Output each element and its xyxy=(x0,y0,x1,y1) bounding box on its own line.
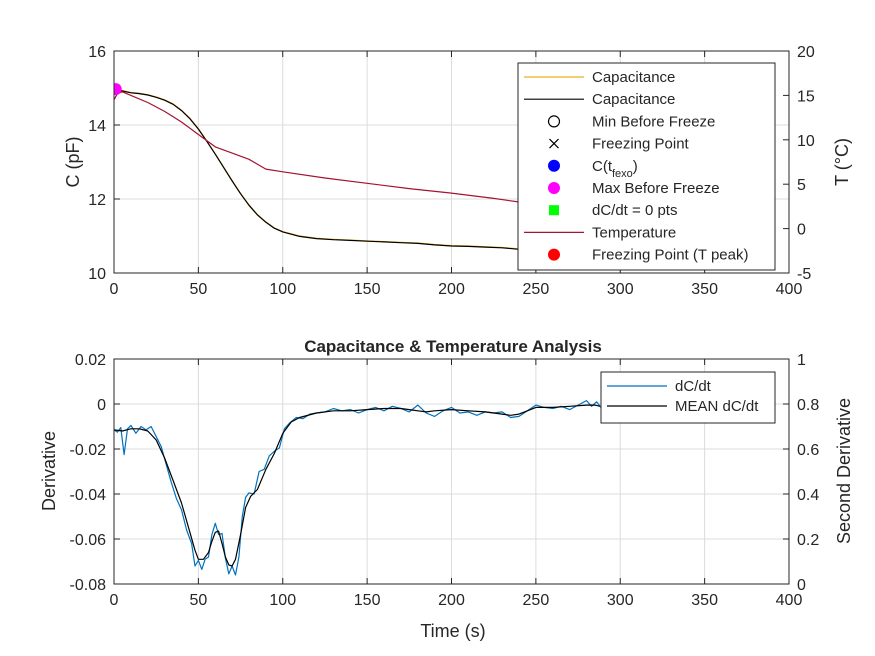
legend-square-icon xyxy=(549,205,559,216)
y-tick-label-right: 20 xyxy=(797,44,815,61)
legend-entry: dC/dt xyxy=(607,378,712,395)
x-tick-label: 400 xyxy=(776,281,803,298)
y-tick-label-left: -0.02 xyxy=(70,442,107,459)
top-y-axis-label-right: T (°C) xyxy=(832,138,852,186)
bottom-y-ticks-right: 0 0.2 0.4 0.6 0.8 1 xyxy=(783,352,819,594)
y-tick-label-right: 10 xyxy=(797,133,815,150)
legend-box xyxy=(517,62,776,271)
y-tick-label-right: 0.6 xyxy=(797,442,819,459)
legend-label: Max Before Freeze xyxy=(592,180,720,197)
y-tick-label-left: 16 xyxy=(88,44,106,61)
x-tick-label: 100 xyxy=(269,592,296,609)
x-tick-label: 350 xyxy=(691,592,718,609)
top-chart: 0 50 100 150 200 250 300 350 400 10 12 14 16 -5 0 5 10… xyxy=(63,44,852,298)
legend-entry: Min Before Freeze xyxy=(547,113,715,130)
y-tick-label-left: -0.08 xyxy=(70,577,107,594)
y-tick-label-right: 0.4 xyxy=(797,487,819,504)
legend-dot-icon xyxy=(548,182,560,194)
y-tick-label-left: 0 xyxy=(97,397,106,414)
x-tick-label: 100 xyxy=(269,281,296,298)
x-tick-label: 400 xyxy=(776,592,803,609)
legend-label: Temperature xyxy=(592,224,676,241)
legend-label: dC/dt xyxy=(675,378,712,395)
bottom-y-axis-label-left: Derivative xyxy=(39,431,59,511)
legend-label: Min Before Freeze xyxy=(592,113,715,130)
x-tick-label: 200 xyxy=(438,592,465,609)
top-y-axis-label-left: C (pF) xyxy=(63,137,83,188)
y-tick-label-right: 0.2 xyxy=(797,532,819,549)
x-tick-label: 200 xyxy=(438,281,465,298)
x-tick-label: 50 xyxy=(189,281,207,298)
x-tick-label: 250 xyxy=(523,281,550,298)
legend-entry: MEAN dC/dt xyxy=(607,398,759,415)
legend-entry: Freezing Point (T peak) xyxy=(548,247,748,264)
y-tick-label-left: 0.02 xyxy=(75,352,106,369)
x-tick-label: 150 xyxy=(354,281,381,298)
y-tick-label-right: 0 xyxy=(797,577,806,594)
y-tick-label-right: 1 xyxy=(797,352,806,369)
x-tick-label: 50 xyxy=(189,592,207,609)
legend-label: dC/dt = 0 pts xyxy=(592,202,677,219)
x-tick-label: 150 xyxy=(354,592,381,609)
series-line-capacitance xyxy=(114,89,595,254)
series-line-dc-dt xyxy=(114,400,603,576)
legend-dot-icon xyxy=(548,248,560,261)
bottom-y-ticks-left: -0.08 -0.06 -0.04 -0.02 0 0.02 xyxy=(70,352,120,594)
legend-dot-icon xyxy=(548,159,560,172)
top-y-ticks-right: -5 0 5 10 15 20 xyxy=(783,44,815,283)
x-tick-label: 350 xyxy=(691,281,718,298)
legend-entry: Capacitance xyxy=(524,69,675,86)
y-tick-label-left: 12 xyxy=(88,192,106,209)
legend-entry: dC/dt = 0 pts xyxy=(549,202,677,219)
bottom-x-ticks: 0 50 100 150 200 250 300 350 400 xyxy=(110,359,803,609)
legend-open-circle-icon xyxy=(547,115,561,128)
top-legend: Capacitance Capacitance Min Before Freeze F… xyxy=(517,62,776,271)
x-tick-label: 300 xyxy=(607,592,634,609)
top-x-ticks: 0 50 100 150 200 250 300 350 400 xyxy=(110,51,803,298)
y-tick-label-left: -0.06 xyxy=(70,532,107,549)
x-tick-label: 0 xyxy=(110,592,119,609)
y-tick-label-left: 10 xyxy=(88,266,106,283)
legend-label: MEAN dC/dt xyxy=(675,398,759,415)
legend-label: Capacitance xyxy=(592,69,675,86)
legend-entry: Temperature xyxy=(524,224,676,241)
y-tick-label-left: 14 xyxy=(88,118,106,135)
legend-label: Capacitance xyxy=(592,91,675,108)
bottom-chart-title: Capacitance & Temperature Analysis xyxy=(304,337,602,356)
y-tick-label-right: 0 xyxy=(797,222,806,239)
bottom-legend: dC/dt MEAN dC/dt xyxy=(600,371,776,424)
x-tick-label: 300 xyxy=(607,281,634,298)
legend-label: Freezing Point xyxy=(592,136,690,153)
legend-cross-icon xyxy=(549,138,559,149)
legend-box xyxy=(600,371,776,424)
y-tick-label-right: -5 xyxy=(797,266,811,283)
x-tick-label: 250 xyxy=(523,592,550,609)
legend-entry: Freezing Point xyxy=(549,136,690,153)
y-tick-label-right: 0.8 xyxy=(797,397,819,414)
bottom-y-axis-label-right: Second Derivative xyxy=(834,398,854,544)
y-tick-label-right: 15 xyxy=(797,88,815,105)
legend-entry: Capacitance xyxy=(524,91,675,108)
x-tick-label: 0 xyxy=(110,281,119,298)
bottom-chart: 0 50 100 150 200 250 300 350 400 -0.08-0.06-0.04… xyxy=(39,337,854,641)
y-tick-label-right: 5 xyxy=(797,177,806,194)
legend-label: Freezing Point (T peak) xyxy=(592,247,748,264)
y-tick-label-left: -0.04 xyxy=(70,487,107,504)
top-markers xyxy=(114,83,122,96)
bottom-x-axis-label: Time (s) xyxy=(420,621,485,641)
marker-max-before-freeze xyxy=(114,83,122,96)
legend-entry: Max Before Freeze xyxy=(548,180,720,197)
top-y-ticks-left: 10 12 14 16 xyxy=(88,44,120,283)
bottom-series xyxy=(114,400,603,576)
series-line-mean-dc-dt xyxy=(114,404,601,567)
